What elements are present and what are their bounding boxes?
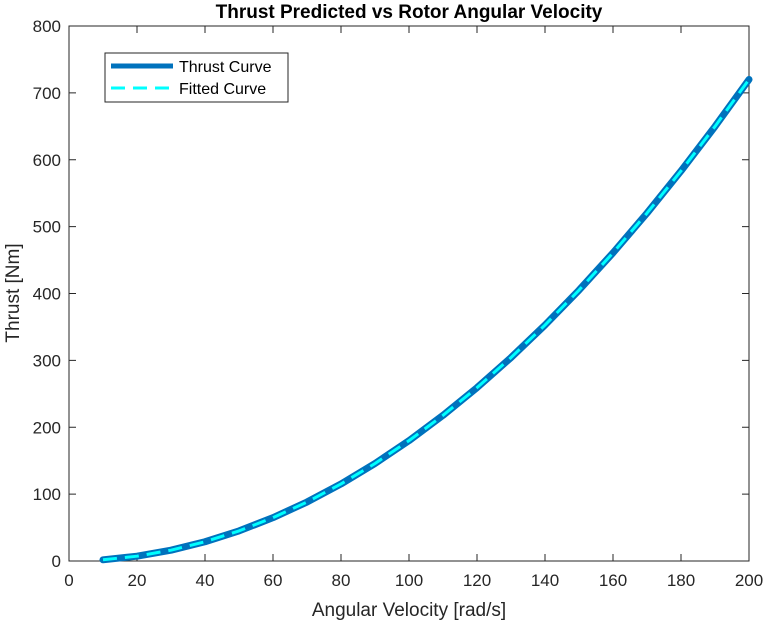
legend-label-fitted-curve: Fitted Curve bbox=[179, 81, 266, 98]
y-tick-label: 200 bbox=[33, 418, 61, 437]
x-tick-label: 60 bbox=[264, 571, 283, 590]
x-axis: 0 20 40 60 80 100 120 140 160 180 200 bbox=[64, 26, 763, 590]
x-tick-label: 100 bbox=[395, 571, 423, 590]
legend: Thrust Curve Fitted Curve bbox=[104, 52, 289, 103]
series-line-fitted-curve bbox=[102, 78, 751, 562]
x-tick-label: 40 bbox=[196, 571, 215, 590]
y-tick-label: 500 bbox=[33, 218, 61, 237]
x-axis-label: Angular Velocity [rad/s] bbox=[312, 600, 506, 621]
legend-label-thrust-curve: Thrust Curve bbox=[179, 59, 272, 76]
x-tick-label: 160 bbox=[599, 571, 627, 590]
x-tick-label: 180 bbox=[667, 571, 695, 590]
y-axis-label: Thrust [Nm] bbox=[3, 243, 24, 342]
x-tick-label: 20 bbox=[128, 571, 147, 590]
legend-box bbox=[104, 52, 289, 103]
y-axis: 0 100 200 300 400 500 600 700 800 bbox=[33, 17, 749, 571]
y-tick-label: 600 bbox=[33, 151, 61, 170]
y-tick-label: 300 bbox=[33, 351, 61, 370]
plot-frame bbox=[68, 25, 750, 562]
y-tick-label: 400 bbox=[33, 285, 61, 304]
chart-title: Thrust Predicted vs Rotor Angular Veloci… bbox=[216, 2, 603, 23]
x-tick-label: 140 bbox=[531, 571, 559, 590]
x-tick-label: 120 bbox=[463, 571, 491, 590]
x-tick-label: 80 bbox=[332, 571, 351, 590]
x-tick-label: 200 bbox=[735, 571, 763, 590]
plot-area: 0 20 40 60 80 100 120 140 160 180 200 0 100 200 300 40… bbox=[33, 17, 764, 590]
y-tick-label: 100 bbox=[33, 485, 61, 504]
y-tick-label: 0 bbox=[52, 552, 61, 571]
x-tick-label: 0 bbox=[64, 571, 73, 590]
y-tick-label: 800 bbox=[33, 17, 61, 36]
series-layer bbox=[99, 76, 753, 564]
y-tick-label: 700 bbox=[33, 84, 61, 103]
